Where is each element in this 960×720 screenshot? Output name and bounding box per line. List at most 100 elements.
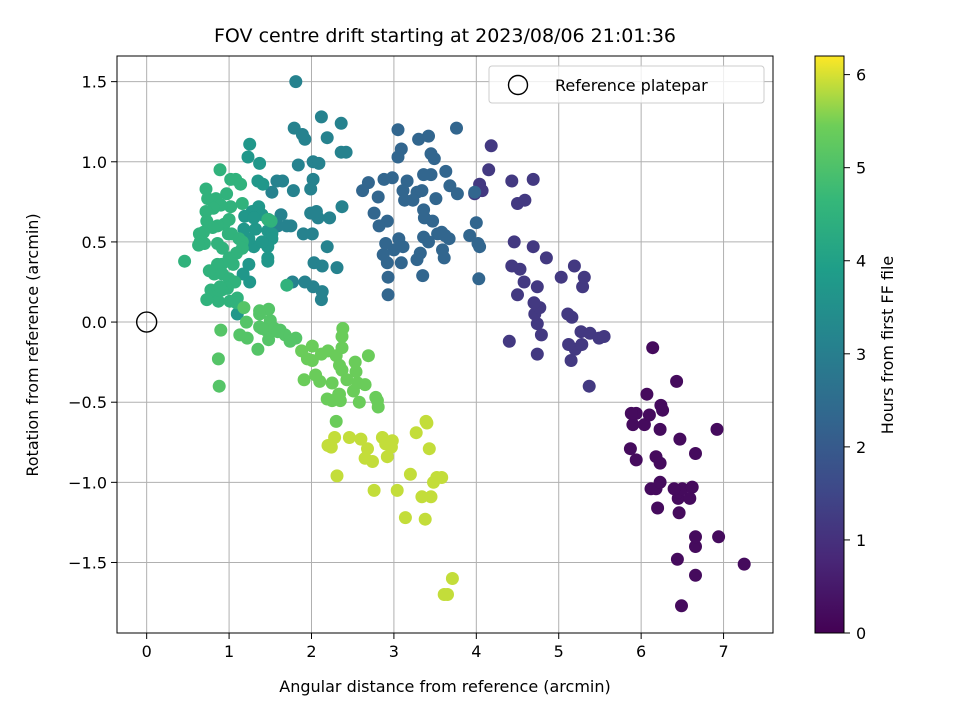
scatter-point <box>437 588 451 601</box>
scatter-point <box>468 185 482 199</box>
scatter-point <box>265 185 279 199</box>
scatter-point <box>391 150 405 164</box>
scatter-point <box>216 241 229 255</box>
scatter-point <box>670 552 684 566</box>
x-tick-label: 3 <box>389 642 399 661</box>
scatter-point <box>396 184 410 198</box>
scatter-point <box>314 110 328 124</box>
scatter-point <box>237 222 251 236</box>
scatter-point <box>329 414 343 428</box>
colorbar-tick-label: 5 <box>856 159 866 178</box>
y-tick-label: −0.5 <box>68 393 107 412</box>
x-tick-label: 1 <box>224 642 234 661</box>
scatter-point <box>689 530 702 544</box>
scatter-point <box>656 403 670 417</box>
y-tick-label: 1.5 <box>82 73 107 92</box>
scatter-point <box>211 294 225 308</box>
scatter-point <box>220 187 234 201</box>
scatter-point <box>335 200 349 214</box>
scatter-point <box>689 540 702 553</box>
legend: Reference platepar <box>488 65 765 104</box>
scatter-point <box>646 341 660 355</box>
scatter-point <box>640 387 654 401</box>
scatter-point <box>309 368 323 382</box>
scatter-point <box>247 211 261 225</box>
scatter-point <box>372 219 386 233</box>
scatter-point <box>296 227 310 241</box>
scatter-point <box>424 168 438 182</box>
plot-frame <box>116 55 774 634</box>
scatter-point <box>226 257 240 271</box>
scatter-point <box>412 132 426 146</box>
scatter-point <box>518 193 532 207</box>
scatter-point <box>710 422 724 436</box>
scatter-point <box>391 123 405 137</box>
reference-platepar-point <box>135 311 158 333</box>
scatter-point <box>348 355 362 369</box>
scatter-point <box>271 325 285 339</box>
scatter-point <box>471 237 485 250</box>
scatter-point <box>422 442 436 456</box>
scatter-point <box>642 408 656 422</box>
scatter-point <box>505 174 519 188</box>
scatter-point <box>422 235 435 249</box>
scatter-point <box>683 491 697 505</box>
chart-title: FOV centre drift starting at 2023/08/06 … <box>214 25 676 47</box>
y-tick-label: −1.5 <box>68 553 107 572</box>
scatter-point <box>575 338 589 351</box>
scatter-point <box>255 235 269 249</box>
scatter-point <box>335 341 349 355</box>
scatter-point <box>597 330 611 343</box>
scatter-point <box>406 193 420 207</box>
scatter-point <box>567 259 581 273</box>
colorbar <box>814 55 845 634</box>
scatter-point <box>253 156 267 170</box>
scatter-point <box>233 328 247 342</box>
scatter-point <box>286 184 300 198</box>
y-tick-label: 1.0 <box>82 153 107 172</box>
colorbar-tick-label: 0 <box>856 624 866 643</box>
scatter-point <box>261 213 275 226</box>
scatter-point <box>442 232 456 246</box>
scatter-point <box>673 432 687 446</box>
scatter-point <box>675 599 688 613</box>
scatter-point <box>234 177 248 191</box>
y-axis-ticks: −1.5 −1.0 −0.5 0.0 0.5 1.0 1.5 <box>68 73 117 572</box>
scatter-point <box>295 344 309 358</box>
scatter-point <box>274 208 288 222</box>
scatter-point <box>410 253 424 267</box>
scatter-point <box>651 501 665 515</box>
scatter-point <box>202 264 216 278</box>
scatter-point <box>361 349 375 363</box>
scatter-point <box>530 280 544 294</box>
scatter-point <box>385 171 399 185</box>
scatter-point <box>430 471 444 484</box>
scatter-point <box>236 267 250 281</box>
scatter-point <box>367 206 381 220</box>
scatter-point <box>450 121 463 135</box>
scatter-point <box>354 432 368 446</box>
scatter-point <box>199 205 213 218</box>
scatter-point <box>192 238 206 252</box>
scatter-point <box>342 431 356 444</box>
scatter-point <box>304 182 318 196</box>
scatter-point <box>283 334 297 348</box>
scatter-point <box>398 511 412 525</box>
scatter-point <box>429 192 443 206</box>
scatter-point <box>484 139 498 153</box>
scatter-point <box>249 222 262 236</box>
scatter-point <box>224 200 238 214</box>
scatter-point <box>199 182 213 196</box>
scatter-point <box>712 530 726 544</box>
scatter-point <box>450 187 464 201</box>
scatter-point <box>564 354 578 367</box>
scatter-point <box>214 323 228 337</box>
scatter-point <box>314 293 328 307</box>
legend-open-circle-marker <box>507 74 529 96</box>
legend-entry-label: Reference platepar <box>555 76 708 95</box>
scatter-point <box>445 572 459 585</box>
scatter-point <box>424 490 438 504</box>
scatter-point <box>312 156 326 170</box>
scatter-point <box>439 164 453 178</box>
scatter-point <box>305 227 319 241</box>
